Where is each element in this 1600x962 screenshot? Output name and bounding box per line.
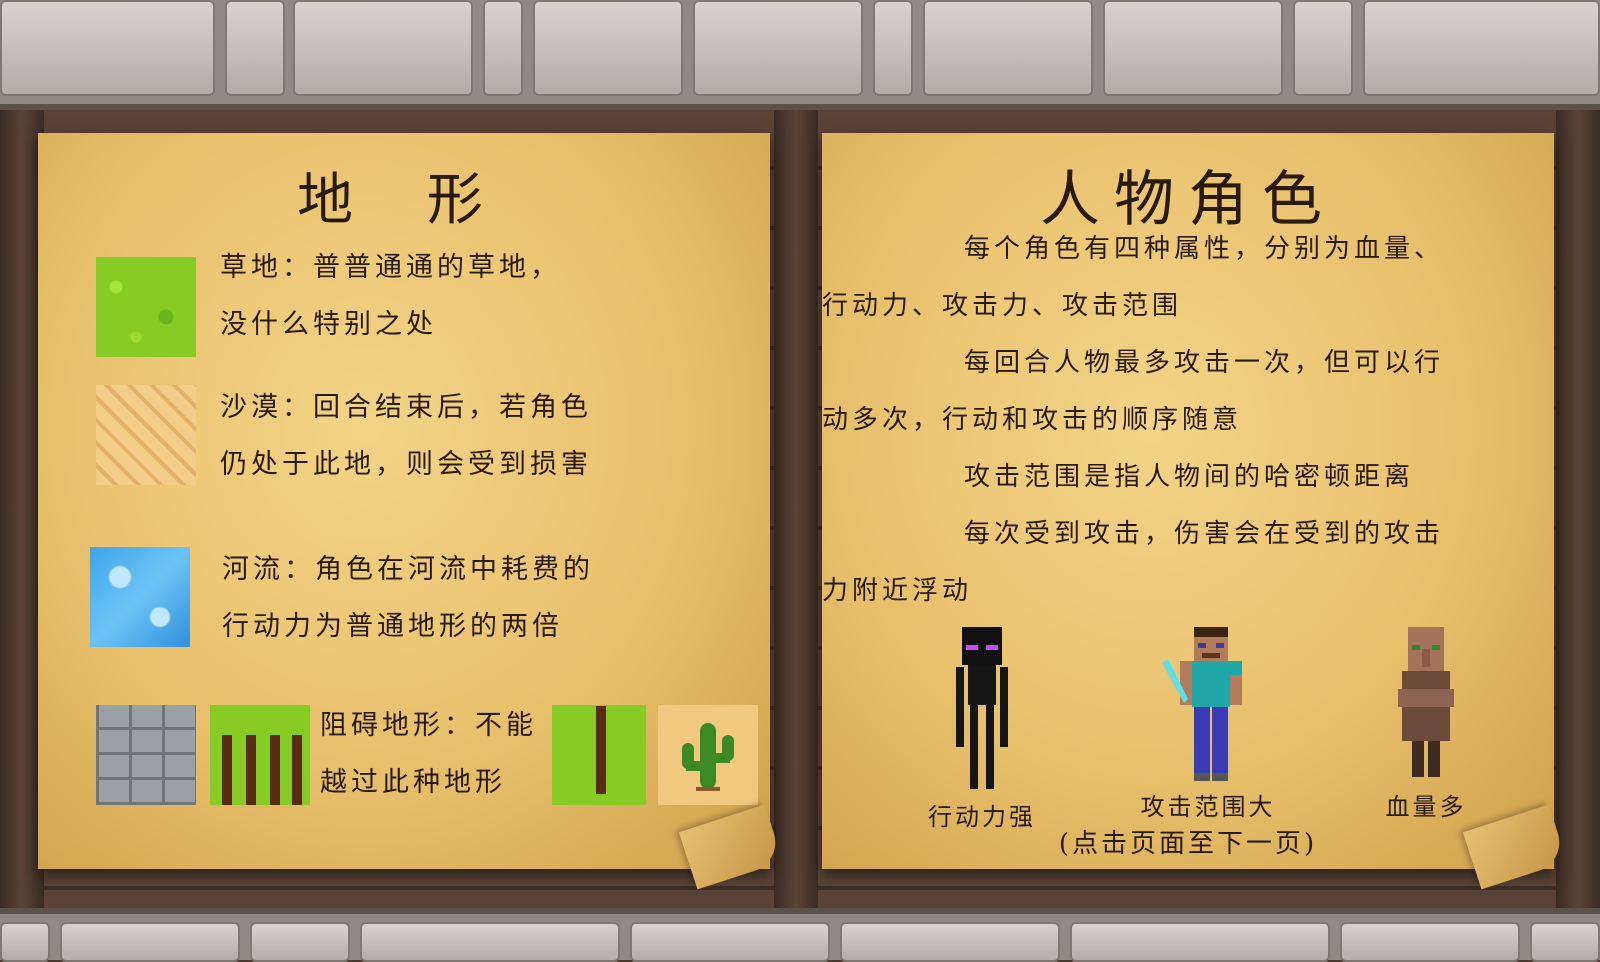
rule-1-line2: 行动力、攻击力、攻击范围 [822,291,1183,321]
character-villager[interactable]: 血量多 [1326,623,1526,822]
river-description: 河流：角色在河流中耗费的 行动力为普通地形的两倍 [222,541,594,655]
rule-3-line1: 攻击范围是指人物间的哈密顿距离 [964,462,1415,492]
villager-label: 血量多 [1385,793,1467,821]
stone-block [873,0,913,96]
wood-post-right [1556,110,1600,910]
river-tile-icon [90,547,190,647]
desert-desc-line2: 仍处于此地，则会受到损害 [220,449,592,480]
next-page-hint[interactable]: (点击页面至下一页) [1058,829,1318,859]
stone-block [0,922,50,962]
desert-desc-line1: 沙漠：回合结束后，若角色 [220,392,592,423]
villager-icon [1398,627,1454,777]
stone-block [483,0,523,96]
character-rules: 每个角色有四种属性，分别为血量、 行动力、攻击力、攻击范围 每回合人物最多攻击一… [822,221,1520,620]
grass-desc-line1: 草地：普普通通的草地， [220,252,561,283]
river-desc-line1: 河流：角色在河流中耗费的 [222,554,594,585]
rule-4-line2: 力附近浮动 [822,576,973,606]
rule-2-line2: 动多次，行动和攻击的顺序随意 [822,405,1243,435]
character-steve[interactable]: 攻击范围大 [1108,623,1308,822]
desert-tile-icon [96,385,196,485]
fence-tile-icon [210,705,310,805]
enderman-icon [956,627,1008,789]
stone-block [923,0,1093,96]
terrain-panel[interactable]: 地 形 草地：普普通通的草地， 没什么特别之处 沙漠：回合结束后，若角色 仍处于… [38,133,770,869]
character-enderman[interactable]: 行动力强 [882,623,1082,832]
fence-post-tile-icon [552,705,646,805]
stone-block [360,922,620,962]
steve-label: 攻击范围大 [1140,793,1276,821]
stone-wall-top [0,0,1600,110]
desert-description: 沙漠：回合结束后，若角色 仍处于此地，则会受到损害 [220,379,592,493]
rule-4-line1: 每次受到攻击，伤害会在受到的攻击 [964,519,1445,549]
stone-block [630,922,830,962]
stone-wall-bottom [0,908,1600,962]
stone-block [250,922,350,962]
rule-2-line1: 每回合人物最多攻击一次，但可以行 [964,348,1445,378]
stone-block [1363,0,1600,96]
steve-icon [1162,627,1242,781]
grass-tile-icon [96,257,196,357]
stone-block [533,0,683,96]
stone-brick-tile-icon [96,705,196,805]
obstacle-description: 阻碍地形：不能 越过此种地形 [320,697,537,811]
terrain-title: 地 形 [297,168,511,233]
character-title: 人物角色 [1040,165,1336,235]
cactus-tile-icon [658,705,758,805]
stone-block [225,0,285,96]
character-panel[interactable]: 人物角色 每个角色有四种属性，分别为血量、 行动力、攻击力、攻击范围 每回合人物… [822,133,1554,869]
stone-block [840,922,1060,962]
enderman-label: 行动力强 [928,803,1036,831]
stone-block [1293,0,1353,96]
wood-post-left [0,110,44,910]
stone-block [693,0,863,96]
stone-block [0,0,215,96]
stone-block [1340,922,1520,962]
stone-block [1070,922,1330,962]
grass-desc-line2: 没什么特别之处 [220,309,437,340]
cactus-icon [682,723,734,791]
stone-block [293,0,473,96]
wood-post-middle [774,110,818,910]
stone-block [1530,922,1600,962]
obstacle-desc-line1: 阻碍地形：不能 [320,710,537,741]
river-desc-line2: 行动力为普通地形的两倍 [222,611,563,642]
obstacle-desc-line2: 越过此种地形 [320,767,506,798]
rule-1-line1: 每个角色有四种属性，分别为血量、 [964,234,1445,264]
stone-block [1103,0,1283,96]
stone-block [60,922,240,962]
grass-description: 草地：普普通通的草地， 没什么特别之处 [220,239,561,353]
